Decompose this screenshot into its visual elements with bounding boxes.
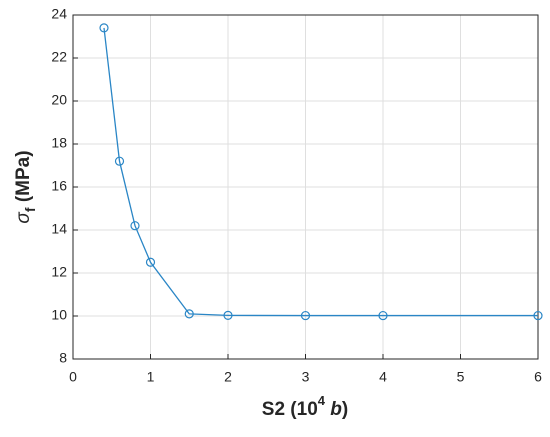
y-tick-label: 18 xyxy=(51,135,67,151)
x-tick-label: 0 xyxy=(69,369,77,385)
marker xyxy=(300,310,311,321)
y-tick-label: 12 xyxy=(51,264,67,280)
axes-box xyxy=(72,14,539,360)
y-tick-label: 8 xyxy=(59,350,67,366)
x-tick-label: 2 xyxy=(224,369,232,385)
line xyxy=(103,27,538,317)
y-axis-label: σf (MPa) xyxy=(13,150,38,223)
x-tick-label: 4 xyxy=(379,369,387,385)
x-tick-label: 6 xyxy=(534,369,542,385)
x-label-part: ) xyxy=(342,399,348,420)
y-tick-label: 24 xyxy=(51,6,67,22)
x-tick-label: 5 xyxy=(457,369,465,385)
marker xyxy=(130,221,140,231)
marker xyxy=(223,310,233,320)
marker xyxy=(99,23,109,33)
x-tick-label: 3 xyxy=(302,369,310,385)
y-tick-label: 10 xyxy=(51,307,67,323)
marker xyxy=(378,310,388,321)
y-label-part: σ xyxy=(13,211,34,224)
x-label-part: S2 (10 xyxy=(262,399,318,420)
marker xyxy=(533,310,543,321)
marker xyxy=(145,257,156,267)
x-axis-label: S2 (104 b) xyxy=(262,393,348,420)
marker xyxy=(184,309,194,319)
y-tick-label: 20 xyxy=(51,92,67,108)
y-tick-label: 22 xyxy=(51,49,67,65)
y-tick-label: 16 xyxy=(51,178,67,194)
x-tick-label: 1 xyxy=(147,369,155,385)
y-tick-label: 14 xyxy=(51,221,67,237)
y-label-part: (MPa) xyxy=(13,150,34,207)
x-label-superscript: 4 xyxy=(318,393,326,408)
marker xyxy=(114,156,125,166)
y-label-subscript: f xyxy=(22,207,38,212)
x-label-part: b xyxy=(325,399,342,420)
